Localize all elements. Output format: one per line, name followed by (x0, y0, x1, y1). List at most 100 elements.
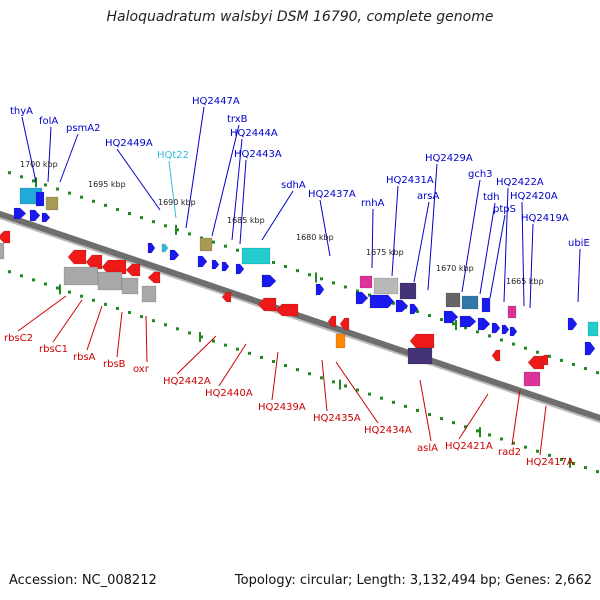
lower-scale-dot (404, 404, 407, 408)
lower-scale-dot (392, 400, 395, 404)
forward-gene-arrow (169, 249, 180, 261)
reverse-gene-arrow (275, 303, 299, 317)
reverse-gene-arrow (67, 249, 87, 265)
forward-gene-arrow (197, 255, 208, 268)
gene-label: HQ2431A (386, 175, 434, 186)
upper-scale-dot (332, 281, 335, 285)
lower-scale-dot (20, 274, 23, 278)
lower-scale-dot (536, 449, 539, 453)
upper-scale-dot (440, 318, 443, 322)
lower-scale-dot (524, 445, 527, 449)
gene-label: HQ2439A (258, 402, 306, 413)
reverse-gene-arrow (327, 315, 337, 328)
gene-label: ubiE (568, 238, 590, 249)
leader-line (371, 208, 374, 269)
forward-gene-box (481, 297, 491, 313)
forward-gene-arrow (147, 242, 156, 254)
leader-line (47, 126, 52, 183)
lower-scale-dot (512, 441, 515, 445)
lower-scale-dot (416, 408, 419, 412)
upper-scale-dot (452, 322, 455, 326)
lower-scale-dot (440, 417, 443, 421)
scale-tick-label: 1680 kbp (296, 233, 334, 242)
forward-gene-box (241, 247, 271, 265)
lower-scale-dot (152, 319, 155, 323)
forward-gene-box (461, 295, 479, 310)
forward-gene-box (587, 321, 599, 337)
forward-gene-arrow (235, 263, 245, 275)
forward-gene-box (399, 282, 417, 300)
forward-gene-arrow (501, 324, 510, 335)
reverse-gene-arrow (101, 259, 127, 275)
reverse-gene-arrow (0, 230, 11, 244)
lower-scale-dot (344, 384, 347, 388)
scale-tick-label: 1675 kbp (366, 248, 404, 257)
scale-tick-label: 1690 kbp (158, 198, 196, 207)
reverse-gene-box (141, 285, 157, 303)
lower-scale-dot (80, 294, 83, 298)
upper-scale-dot (356, 289, 359, 293)
lower-scale-dot (224, 343, 227, 347)
gene-label: folA (39, 116, 58, 127)
leader-line (577, 248, 581, 303)
lower-scale-dot (248, 351, 251, 355)
gene-label: ptpS (493, 204, 516, 215)
lower-scale-dot (188, 331, 191, 335)
forward-gene-box (199, 237, 213, 252)
gene-label: HQ2422A (496, 177, 544, 188)
gene-label: rbsC2 (4, 333, 33, 344)
leader-line (391, 185, 399, 277)
reverse-gene-arrow (539, 354, 549, 366)
reverse-gene-box (121, 277, 139, 295)
forward-gene-arrow (355, 291, 369, 305)
upper-scale-dot (80, 195, 83, 199)
leader-line (116, 148, 161, 211)
gene-label: HQ2440A (205, 388, 253, 399)
upper-scale-dot (152, 220, 155, 224)
lower-scale-dot (368, 392, 371, 396)
lower-scale-dot (596, 470, 599, 474)
forward-gene-arrow (315, 283, 325, 296)
gene-label: HQ2443A (234, 149, 282, 160)
reverse-gene-arrow (125, 263, 141, 277)
lower-scale-dot (104, 302, 107, 306)
upper-scale-dot (8, 171, 11, 175)
forward-gene-arrow (567, 317, 578, 331)
lower-scale-dot (332, 380, 335, 384)
lower-scale-dot (236, 347, 239, 351)
leader-line (521, 201, 525, 307)
lower-scale-dot (164, 323, 167, 327)
gene-label: HQ2417A (526, 457, 574, 468)
forward-gene-arrow (211, 259, 220, 270)
upper-scale-dot (512, 342, 515, 346)
leader-line (218, 343, 247, 387)
trna-arrow (161, 243, 169, 253)
gene-label: HQ2442A (163, 376, 211, 387)
leader-line (168, 160, 177, 219)
forward-gene-arrow (443, 310, 459, 324)
gene-label: HQ2429A (425, 153, 473, 164)
reverse-gene-box (523, 371, 541, 387)
lower-scale-dot (500, 437, 503, 441)
lower-scale-dot (308, 372, 311, 376)
gene-label: thyA (10, 106, 33, 117)
gene-label: HQ2447A (192, 96, 240, 107)
lower-scale-dot (176, 327, 179, 331)
upper-scale-dot (92, 199, 95, 203)
gene-label: HQ2419A (521, 213, 569, 224)
upper-scale-dot (272, 260, 275, 264)
upper-scale-dot (572, 362, 575, 366)
leader-line (321, 359, 328, 412)
leader-line (539, 405, 547, 456)
leader-line (17, 295, 67, 332)
upper-scale-dot (212, 240, 215, 244)
upper-scale-dot (164, 224, 167, 228)
gene-label: HQ2435A (313, 413, 361, 424)
lower-scale-dot (380, 396, 383, 400)
lower-scale-dot (572, 461, 575, 465)
genome-summary-text: Topology: circular; Length: 3,132,494 bp… (234, 573, 592, 588)
gene-label: tdh (483, 192, 500, 203)
upper-scale-dot (500, 338, 503, 342)
upper-scale-dot (284, 265, 287, 269)
